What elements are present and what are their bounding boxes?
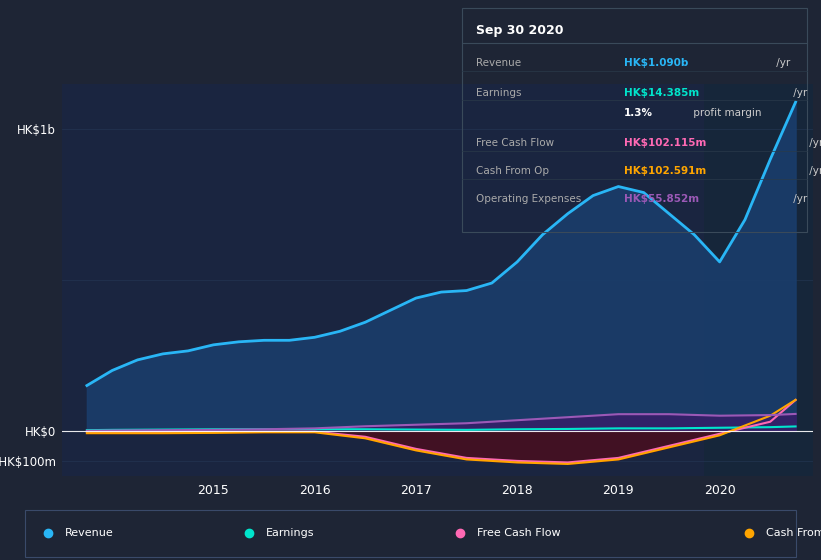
Text: Earnings: Earnings xyxy=(266,529,314,538)
Text: Free Cash Flow: Free Cash Flow xyxy=(476,138,554,148)
Text: 1.3%: 1.3% xyxy=(624,108,654,118)
Text: /yr: /yr xyxy=(790,88,807,98)
Text: Earnings: Earnings xyxy=(476,88,521,98)
Text: /yr: /yr xyxy=(806,138,821,148)
Text: HK$102.591m: HK$102.591m xyxy=(624,166,707,176)
Text: /yr: /yr xyxy=(773,58,791,68)
Text: /yr: /yr xyxy=(806,166,821,176)
Text: HK$55.852m: HK$55.852m xyxy=(624,194,699,204)
Text: Revenue: Revenue xyxy=(65,529,113,538)
Text: /yr: /yr xyxy=(790,194,807,204)
Text: Free Cash Flow: Free Cash Flow xyxy=(477,529,561,538)
Text: profit margin: profit margin xyxy=(690,108,762,118)
Text: HK$1.090b: HK$1.090b xyxy=(624,58,689,68)
Bar xyxy=(704,84,813,476)
Text: Operating Expenses: Operating Expenses xyxy=(476,194,581,204)
Text: HK$14.385m: HK$14.385m xyxy=(624,88,699,98)
Text: Revenue: Revenue xyxy=(476,58,521,68)
Text: Cash From Op: Cash From Op xyxy=(476,166,549,176)
Text: Cash From Op: Cash From Op xyxy=(766,529,821,538)
Text: Sep 30 2020: Sep 30 2020 xyxy=(476,24,563,37)
Text: HK$102.115m: HK$102.115m xyxy=(624,138,707,148)
